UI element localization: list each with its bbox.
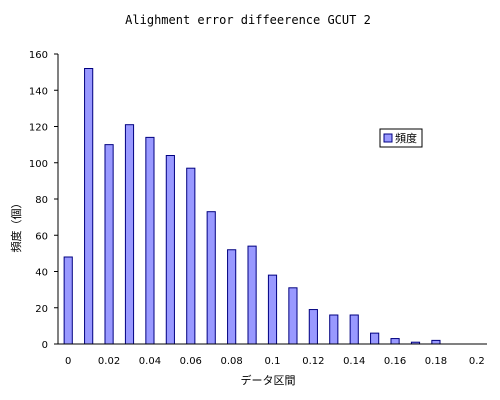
bar-0.05	[165, 155, 175, 345]
bar-0.18	[431, 339, 441, 345]
y-tick-label: 140	[29, 86, 48, 97]
legend-swatch	[383, 133, 393, 143]
y-tick-label: 160	[29, 50, 48, 61]
x-tick-label: 0.16	[384, 356, 406, 367]
bar-0.02	[104, 144, 114, 345]
x-tick-label: 0.02	[98, 356, 120, 367]
y-tick-label: 60	[35, 231, 48, 242]
y-tick-label: 80	[35, 195, 48, 206]
y-axis-label: 頻度（個）	[9, 198, 23, 253]
x-tick-label: 0.04	[139, 356, 161, 367]
bar-0.12	[308, 309, 318, 345]
bar-0.08	[227, 249, 237, 345]
bar-0.15	[370, 332, 380, 345]
bar-0.04	[145, 136, 155, 345]
bar-0.1	[267, 274, 278, 345]
bar-0.03	[124, 124, 135, 345]
x-tick-label: 0.2	[469, 356, 485, 367]
bars	[63, 68, 441, 345]
bar-0.13	[329, 314, 339, 345]
y-tick-label: 20	[35, 304, 48, 315]
x-tick-label: 0.12	[302, 356, 324, 367]
legend-label: 頻度	[395, 131, 417, 145]
y-tick-label: 40	[35, 268, 48, 279]
y-tick-label: 120	[29, 123, 48, 134]
x-axis-ticks: 0 0.02 0.04 0.06 0.08 0.1 0.12 0.14 0.16 0.18 0.2	[65, 356, 485, 367]
bar-0.11	[288, 287, 298, 345]
y-tick-label: 0	[42, 340, 48, 351]
legend: 頻度	[379, 128, 423, 148]
x-tick-label: 0.08	[221, 356, 243, 367]
bar-0.16	[390, 338, 400, 345]
bar-0.09	[247, 245, 257, 345]
bar-0	[63, 256, 73, 345]
bar-0.07	[206, 211, 216, 345]
x-tick-label: 0	[65, 356, 71, 367]
y-axis-ticks: 0 20 40 60 80 100 120 140 160	[29, 50, 58, 351]
y-tick-label: 100	[29, 159, 48, 170]
x-axis-label: データ区間	[241, 373, 296, 387]
x-tick-label: 0.06	[180, 356, 202, 367]
x-tick-label: 0.14	[343, 356, 365, 367]
bar-0.14	[349, 314, 359, 345]
chart-title: Alighment error diffeerence GCUT 2	[125, 13, 371, 27]
x-tick-label: 0.1	[265, 356, 281, 367]
bar-0.06	[186, 167, 196, 345]
bar-0.01	[84, 68, 94, 345]
x-tick-label: 0.18	[425, 356, 447, 367]
